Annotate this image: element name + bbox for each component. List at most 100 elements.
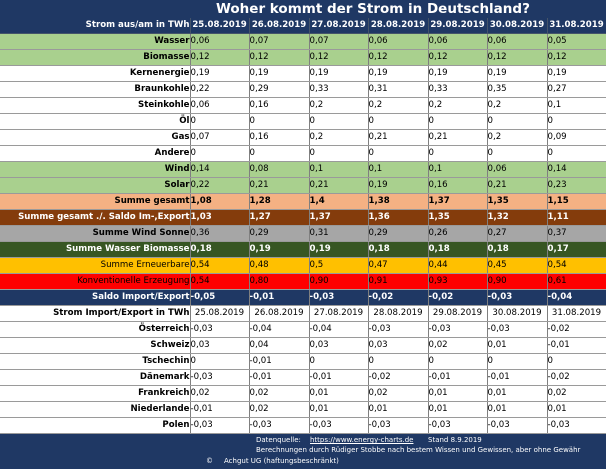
value-cell: 1,36 (368, 209, 429, 226)
value-cell: 0,48 (249, 257, 310, 274)
table-row: Summe Wind Sonne 0,36 0,29 0,31 0,29 0,26 0,27… (0, 225, 606, 242)
value-cell: -0,03 (249, 417, 310, 434)
value-cell: 0,33 (309, 81, 369, 98)
country-row: Niederlande -0,01 0,02 0,01 0,01 0,01 0,01 0,01 (0, 401, 606, 418)
row-label: Kernenergie (0, 65, 191, 82)
value-cell: -0,02 (368, 289, 429, 306)
value-cell: 0,19 (190, 65, 250, 82)
value-cell: 1,38 (368, 193, 429, 210)
header-date: 29.08.2019 (428, 18, 488, 34)
copyright-symbol: © (206, 457, 213, 465)
value-cell: 1,11 (547, 209, 606, 226)
value-cell: 0,2 (487, 129, 548, 146)
country-label: Polen (0, 417, 191, 434)
value-cell: -0,03 (487, 289, 548, 306)
value-cell: 0,06 (190, 97, 250, 114)
value-cell: 1,03 (190, 209, 250, 226)
value-cell: 0,22 (190, 81, 250, 98)
value-cell: 0,03 (368, 337, 429, 354)
value-cell: 0,07 (249, 33, 310, 50)
import-export-header-date: 25.08.2019 (190, 305, 250, 322)
value-cell: 0,02 (190, 385, 250, 402)
value-cell: 0,2 (309, 97, 369, 114)
row-label: Konventionelle Erzeugung (0, 273, 191, 290)
country-row: Polen -0,03 -0,03 -0,03 -0,03 -0,03 -0,03 -0,03 (0, 417, 606, 434)
row-label: Summe Wasser Biomasse (0, 241, 191, 258)
row-label: Gas (0, 129, 191, 146)
value-cell: 0,61 (547, 273, 606, 290)
value-cell: 0,01 (309, 385, 369, 402)
import-export-header-date: 28.08.2019 (368, 305, 429, 322)
value-cell: 0 (428, 353, 488, 370)
value-cell: 0,06 (428, 33, 488, 50)
value-cell: 0,19 (309, 65, 369, 82)
value-cell: 0,93 (428, 273, 488, 290)
country-label: Österreich (0, 321, 191, 338)
value-cell: 0,1 (428, 161, 488, 178)
value-cell: 0,47 (368, 257, 429, 274)
value-cell: 0,33 (428, 81, 488, 98)
value-cell: 0,06 (368, 33, 429, 50)
value-cell: 0,37 (547, 225, 606, 242)
value-cell: 0,22 (190, 177, 250, 194)
energy-table: Strom aus/am in TWh 25.08.2019 26.08.2019 2… (0, 18, 606, 450)
table-row: Öl 0 0 0 0 0 0 0 (0, 113, 606, 130)
country-label: Dänemark (0, 369, 191, 386)
value-cell: 0,01 (487, 385, 548, 402)
value-cell: 1,37 (428, 193, 488, 210)
value-cell: 1,27 (249, 209, 310, 226)
import-export-header-date: 30.08.2019 (487, 305, 548, 322)
value-cell: -0,01 (428, 369, 488, 386)
value-cell: -0,02 (428, 289, 488, 306)
value-cell: -0,04 (249, 321, 310, 338)
value-cell: -0,02 (368, 369, 429, 386)
value-cell: 0 (249, 145, 310, 162)
value-cell: 0,2 (428, 97, 488, 114)
stand-date: Stand 8.9.2019 (428, 436, 482, 444)
value-cell: 0 (487, 113, 548, 130)
value-cell: 0,06 (487, 33, 548, 50)
source-link[interactable]: https://www.energy-charts.de (310, 436, 414, 444)
value-cell: 0,12 (487, 49, 548, 66)
header-date: 30.08.2019 (487, 18, 548, 34)
value-cell: 0 (309, 113, 369, 130)
value-cell: -0,03 (309, 417, 369, 434)
value-cell: 0 (547, 145, 606, 162)
value-cell: 0,21 (428, 129, 488, 146)
value-cell: 0,06 (190, 33, 250, 50)
header-date: 25.08.2019 (190, 18, 250, 34)
value-cell: 0,19 (547, 65, 606, 82)
disclaimer-note: Berechnungen durch Rüdiger Stobbe nach b… (256, 446, 581, 454)
value-cell: 1,15 (547, 193, 606, 210)
value-cell: 0 (428, 113, 488, 130)
header-date: 28.08.2019 (368, 18, 429, 34)
country-label: Niederlande (0, 401, 191, 418)
value-cell: -0,05 (190, 289, 250, 306)
value-cell: 0,2 (487, 97, 548, 114)
value-cell: 1,32 (487, 209, 548, 226)
value-cell: 1,28 (249, 193, 310, 210)
value-cell: 0 (487, 145, 548, 162)
table-row: Summe Wasser Biomasse 0,18 0,19 0,19 0,18 0,1… (0, 241, 606, 258)
country-row: Dänemark -0,03 -0,01 -0,01 -0,02 -0,01 -0,01 -0… (0, 369, 606, 386)
value-cell: 0,12 (547, 49, 606, 66)
value-cell: 0,31 (309, 225, 369, 242)
table-row: Steinkohle 0,06 0,16 0,2 0,2 0,2 0,2 0,1 (0, 97, 606, 114)
value-cell: 0,80 (249, 273, 310, 290)
value-cell: 0,14 (547, 161, 606, 178)
value-cell: 0,19 (309, 241, 369, 258)
value-cell: 0,19 (428, 65, 488, 82)
value-cell: 0,12 (309, 49, 369, 66)
value-cell: -0,03 (428, 417, 488, 434)
value-cell: 0,36 (190, 225, 250, 242)
value-cell: 0,45 (487, 257, 548, 274)
row-label: Steinkohle (0, 97, 191, 114)
value-cell: 0,54 (547, 257, 606, 274)
value-cell: 0,16 (249, 129, 310, 146)
value-cell: 0,23 (547, 177, 606, 194)
value-cell: 1,37 (309, 209, 369, 226)
value-cell: 0,91 (368, 273, 429, 290)
value-cell: 0 (309, 145, 369, 162)
header-label: Strom aus/am in TWh (0, 18, 191, 34)
